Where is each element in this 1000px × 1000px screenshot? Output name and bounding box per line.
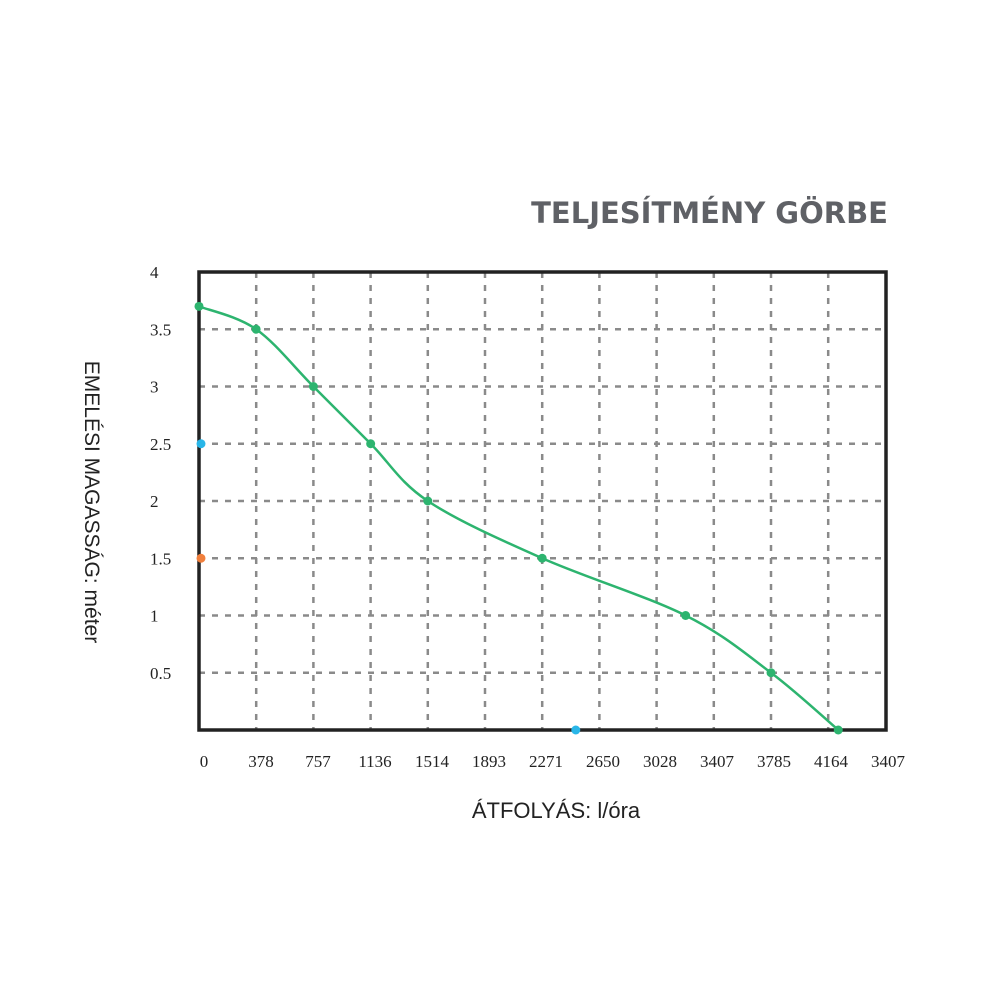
x-tick-label: 3407 xyxy=(700,752,735,771)
x-axis-label: ÁTFOLYÁS: l/óra xyxy=(472,798,641,823)
data-points xyxy=(194,301,843,735)
tick-labels: 0 378 757 1136 1514 1893 2271 2650 3028 3407 3785 4… xyxy=(150,263,906,771)
data-point xyxy=(308,382,318,391)
data-point xyxy=(766,668,776,678)
y-tick-label: 3.5 xyxy=(150,320,171,339)
y-tick-label: 1 xyxy=(150,607,159,626)
highlight-point xyxy=(196,553,206,563)
highlight-point xyxy=(196,439,206,449)
x-tick-label: 3407 xyxy=(871,752,906,771)
data-point xyxy=(423,496,433,506)
x-tick-label: 378 xyxy=(248,752,274,771)
x-tick-label: 3785 xyxy=(757,752,791,771)
plot-frame xyxy=(197,270,888,732)
x-tick-label: 3028 xyxy=(643,752,677,771)
x-tick-label: 2271 xyxy=(529,752,563,771)
performance-curve xyxy=(198,305,840,731)
data-point xyxy=(366,439,376,449)
y-tick-label: 1.5 xyxy=(150,549,171,568)
data-point xyxy=(251,324,261,334)
y-tick-label: 4 xyxy=(150,263,159,282)
highlight-point xyxy=(571,725,581,735)
x-tick-label: 1514 xyxy=(415,752,450,771)
x-tick-label: 1893 xyxy=(472,752,506,771)
data-point xyxy=(537,553,547,563)
y-tick-label: 3 xyxy=(150,378,159,397)
data-point xyxy=(194,301,204,311)
x-tick-label: 0 xyxy=(200,752,209,771)
chart-title: TELJESÍTMÉNY GÖRBE xyxy=(531,196,888,230)
x-tick-label: 2650 xyxy=(586,752,620,771)
x-tick-label: 1136 xyxy=(358,752,391,771)
y-tick-label: 2.5 xyxy=(150,435,171,454)
x-tick-label: 757 xyxy=(305,752,331,771)
data-point xyxy=(833,725,843,735)
y-axis-label: EMELÉSI MAGASSÁG: méter xyxy=(80,361,103,643)
y-tick-label: 0.5 xyxy=(150,664,171,683)
data-point xyxy=(681,611,691,620)
grid xyxy=(199,272,886,730)
y-tick-label: 2 xyxy=(150,492,159,511)
x-tick-label: 4164 xyxy=(814,752,849,771)
